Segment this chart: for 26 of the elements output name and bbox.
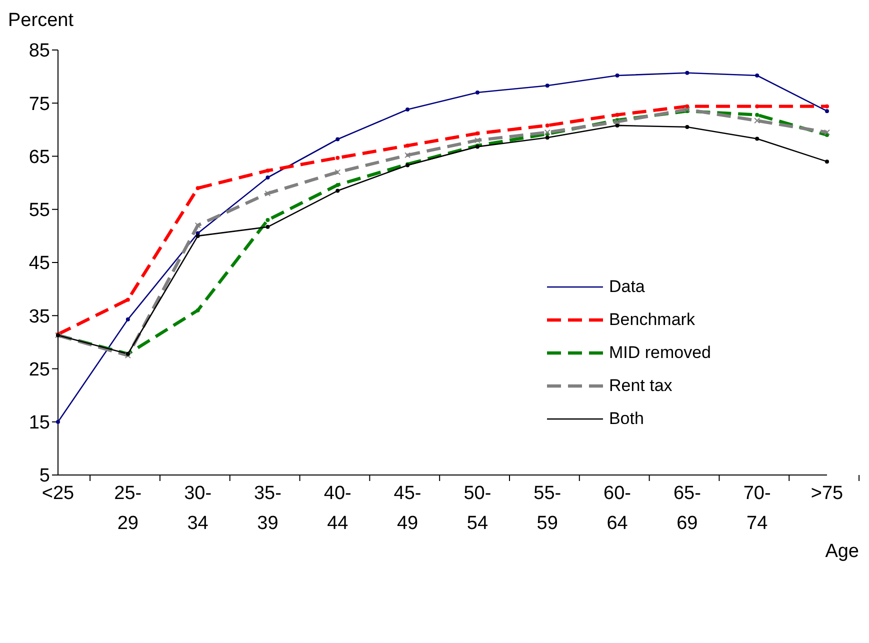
y-tick-label: 75: [28, 94, 50, 115]
x-tick-label: 50-54: [464, 483, 492, 534]
y-tick-label: 85: [28, 40, 50, 62]
legend-label: Data: [608, 276, 645, 296]
x-tick-label: 40-44: [324, 483, 352, 534]
y-tick-label: 65: [28, 146, 50, 168]
x-tick-label: >75: [810, 483, 844, 504]
legend-label: MID removed: [608, 342, 711, 362]
y-tick-label: 55: [28, 200, 50, 222]
x-tick-label: 55-59: [534, 483, 562, 534]
y-tick-label: 15: [28, 412, 50, 434]
x-tick-label: 65-69: [673, 483, 701, 534]
legend-label: Rent tax: [608, 376, 672, 396]
y-axis-title: Percent: [8, 10, 74, 32]
x-tick-label: 60-64: [604, 483, 632, 534]
x-axis-title: Age: [825, 541, 859, 562]
x-tick-label: 45-49: [394, 483, 422, 534]
y-tick-label: 45: [28, 253, 50, 274]
y-tick-label: 25: [28, 359, 50, 380]
legend-label: Benchmark: [608, 310, 695, 330]
legend-label: Both: [608, 408, 644, 428]
x-tick-label: 25-29: [114, 483, 142, 534]
y-tick-label: 35: [28, 306, 50, 328]
x-tick-label: 35-39: [254, 483, 282, 534]
x-tick-label: 70-74: [743, 483, 771, 534]
x-tick-label: 30-34: [184, 483, 212, 534]
